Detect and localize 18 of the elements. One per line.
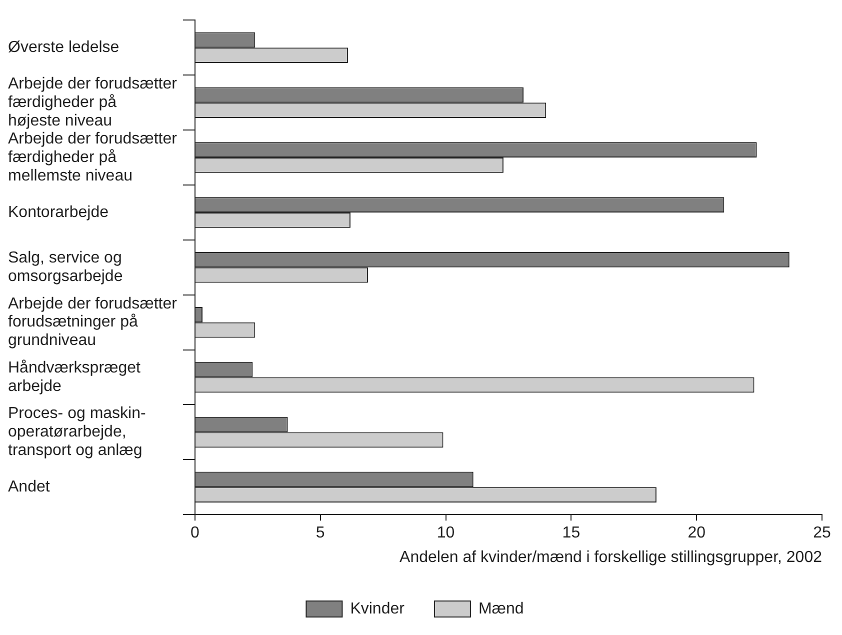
x-tick-label: 15: [562, 524, 580, 542]
x-tick-label: 10: [436, 524, 455, 542]
x-axis-title: Andelen af kvinder/mænd i forskellige stillingsgrupper, 2002: [400, 548, 822, 566]
x-tick-label: 25: [813, 524, 831, 542]
x-tick-label: 5: [316, 524, 325, 542]
y-tick-label: Håndværkspræget arbejde: [8, 359, 142, 395]
y-tick-label: Kontorarbejde: [8, 204, 109, 221]
x-tick-label: 20: [688, 524, 706, 542]
x-tick-label: 0: [190, 524, 200, 542]
y-tick-label: Salg, service og omsorgsarbejde: [8, 250, 123, 286]
y-tick-label: Proces- og maskin- operatørarbejde, transport og anlæg: [8, 405, 146, 460]
y-tick-label: Arbejde der forudsætter færdigheder på højeste niveau: [8, 76, 178, 130]
y-tick-label: Arbejde der forudsætter forudsætninger på grundniveau: [8, 295, 178, 350]
y-tick-label: Arbejde der forudsætter færdigheder på mellemste niveau: [8, 130, 178, 184]
legend-label: Mænd: [478, 600, 524, 618]
legend-label: Kvinder: [350, 600, 406, 618]
y-tick-label: Andet: [8, 478, 50, 496]
y-tick-label: Øverste ledelse: [8, 39, 120, 56]
